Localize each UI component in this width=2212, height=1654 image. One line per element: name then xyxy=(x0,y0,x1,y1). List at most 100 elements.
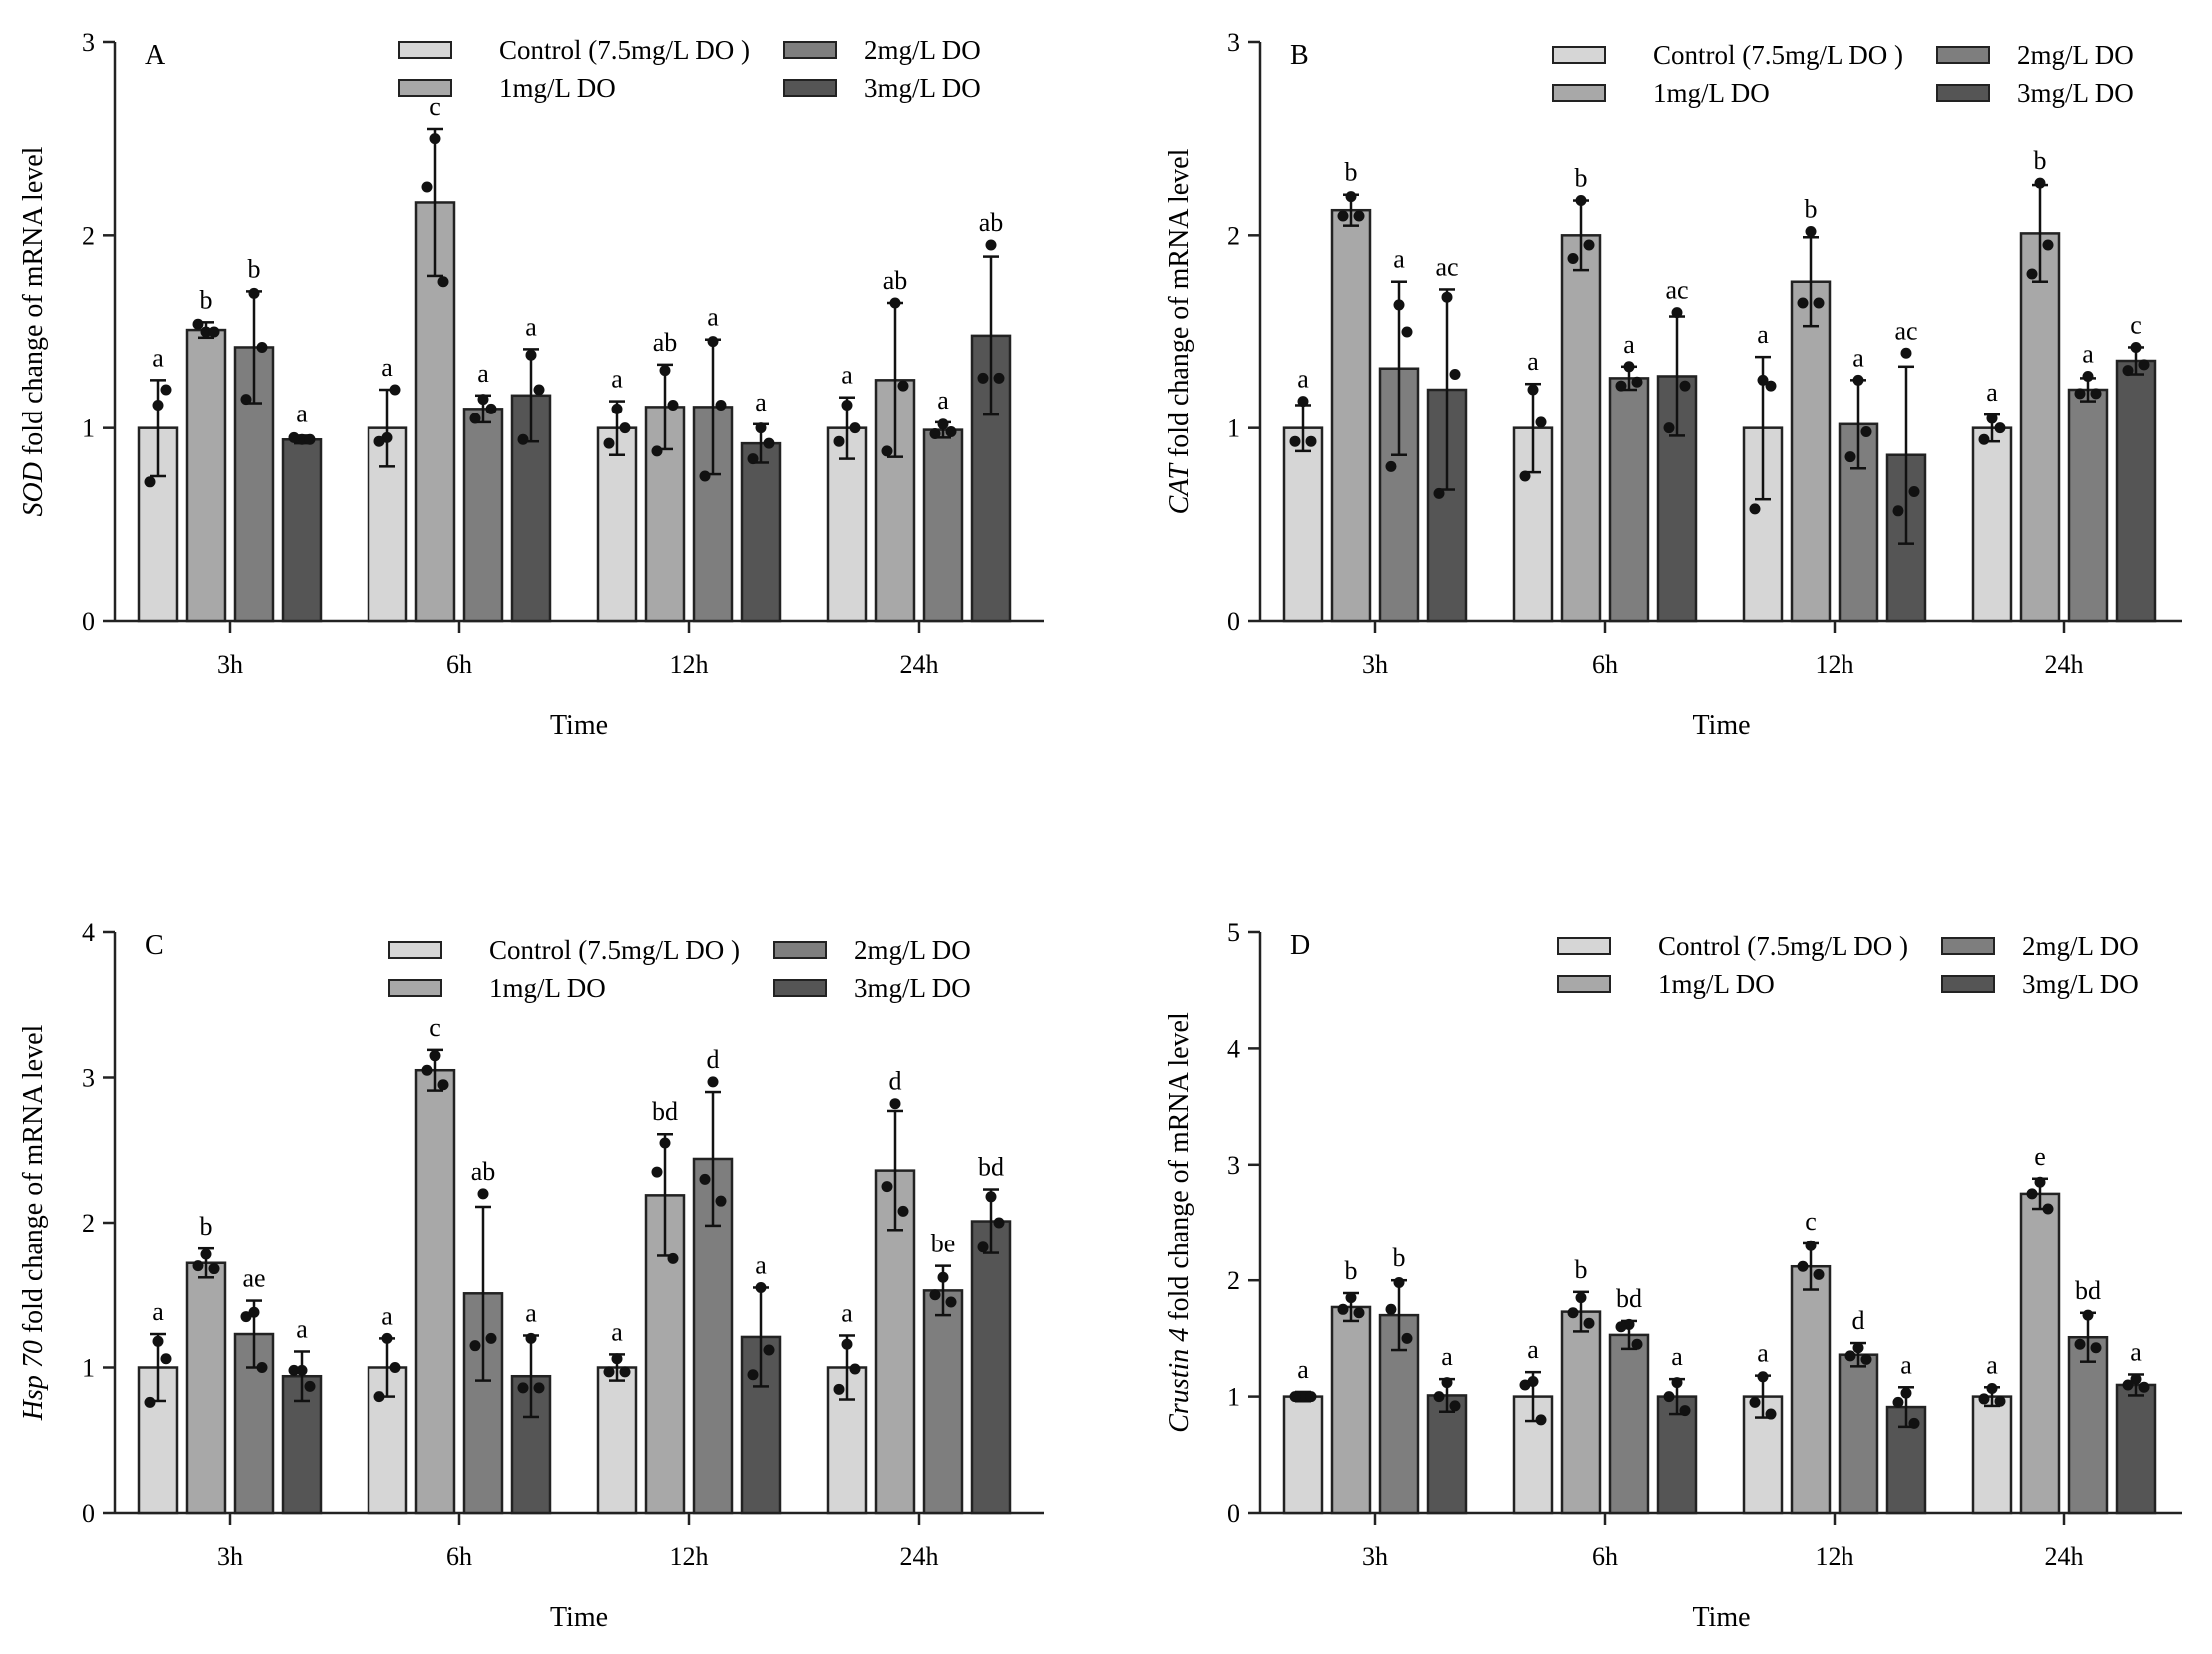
significance-label: ab xyxy=(883,266,908,295)
legend-label: 3mg/L DO xyxy=(2017,78,2134,108)
legend-swatch xyxy=(398,41,452,59)
data-point xyxy=(2122,1379,2134,1391)
y-axis-title: SOD fold change of mRNA level xyxy=(18,146,49,516)
data-point xyxy=(429,1050,441,1062)
data-point xyxy=(1663,422,1675,434)
data-point xyxy=(304,433,316,445)
data-point xyxy=(1305,435,1317,447)
data-point xyxy=(1433,487,1445,499)
data-point xyxy=(1852,374,1864,386)
data-point xyxy=(945,1296,957,1308)
legend-label: Control (7.5mg/L DO ) xyxy=(489,935,740,965)
data-point xyxy=(1535,1414,1547,1426)
data-point xyxy=(288,431,300,443)
bar xyxy=(414,1068,456,1515)
data-point xyxy=(667,399,679,411)
bar xyxy=(922,428,964,623)
data-point xyxy=(2082,370,2094,382)
y-axis-title: Crustin 4 fold change of mRNA level xyxy=(1164,1012,1195,1433)
data-point xyxy=(651,445,663,457)
data-point xyxy=(1297,396,1309,408)
data-point xyxy=(485,1332,497,1344)
data-point xyxy=(389,1362,401,1373)
bar xyxy=(1790,1264,1832,1515)
bar xyxy=(367,1366,408,1515)
data-point xyxy=(2122,365,2134,377)
legend-label: 1mg/L DO xyxy=(1658,969,1775,999)
data-point xyxy=(2026,1188,2038,1200)
significance-label: ae xyxy=(242,1264,265,1293)
legend-swatch xyxy=(1557,975,1611,993)
data-point xyxy=(477,1188,489,1200)
data-point xyxy=(2034,177,2046,189)
y-tick-label: 1 xyxy=(82,414,95,443)
bar xyxy=(2115,1383,2157,1515)
data-point xyxy=(1757,1371,1769,1383)
data-point xyxy=(1679,380,1691,392)
y-tick-label: 0 xyxy=(82,1499,95,1528)
panel-d: 0 1 2 3 4 5 3h 6h 12h 24h Time Crustin 4 fold chang… xyxy=(1164,918,2182,1633)
y-axis-title-rest: fold change of mRNA level xyxy=(1164,1012,1195,1328)
bar xyxy=(1426,1394,1468,1515)
data-point xyxy=(1449,369,1461,381)
x-axis-title: Time xyxy=(1692,710,1750,741)
significance-label: bd xyxy=(652,1097,678,1126)
x-tick-label: 6h xyxy=(446,1542,472,1571)
data-point xyxy=(517,1382,529,1394)
x-tick-label: 24h xyxy=(900,650,939,679)
panel-letter: B xyxy=(1290,40,1309,71)
data-point xyxy=(1583,1317,1595,1329)
data-point xyxy=(1583,239,1595,251)
significance-label: a xyxy=(525,312,537,341)
data-point xyxy=(477,394,489,406)
data-point xyxy=(985,1191,997,1203)
panel-a: 0 1 2 3 3h 6h 12h 24h Time SOD fold change of mRN… xyxy=(18,28,1044,741)
significance-label: a xyxy=(841,1298,853,1327)
data-point xyxy=(1679,1405,1691,1417)
data-point xyxy=(437,1079,449,1091)
data-point xyxy=(849,422,861,434)
data-point xyxy=(1615,1321,1627,1333)
data-point xyxy=(1765,380,1777,392)
data-point xyxy=(1860,426,1872,438)
bar xyxy=(185,1261,227,1515)
legend-swatch xyxy=(1941,937,1995,955)
legend: Control (7.5mg/L DO ) 1mg/L DO 2mg/L DO 3mg… xyxy=(1557,931,2139,999)
data-point xyxy=(937,418,949,430)
data-point xyxy=(1986,413,1998,424)
data-point xyxy=(517,433,529,445)
data-point xyxy=(1749,1396,1761,1408)
data-point xyxy=(1623,361,1635,373)
x-tick-label: 6h xyxy=(446,650,472,679)
bar xyxy=(1971,1395,2013,1515)
data-point xyxy=(1441,1377,1453,1389)
significance-label: b xyxy=(1575,1255,1588,1284)
data-point xyxy=(1813,297,1825,309)
data-point xyxy=(144,476,156,488)
data-point xyxy=(977,372,989,384)
legend: Control (7.5mg/L DO ) 1mg/L DO 2mg/L DO 3mg… xyxy=(1552,40,2134,108)
significance-label: a xyxy=(1297,365,1309,394)
data-point xyxy=(421,181,433,193)
data-point xyxy=(2082,1309,2094,1321)
legend-label: 1mg/L DO xyxy=(1653,78,1770,108)
bar xyxy=(1330,1305,1372,1515)
data-point xyxy=(296,1364,308,1376)
data-point xyxy=(2042,1203,2054,1215)
legend-label: 3mg/L DO xyxy=(864,73,981,103)
data-point xyxy=(421,1064,433,1076)
y-axis-title-rest: fold change of mRNA level xyxy=(1164,148,1195,464)
x-tick-label: 12h xyxy=(1816,650,1854,679)
data-point xyxy=(755,1281,767,1293)
legend-swatch xyxy=(1941,975,1995,993)
legend-swatch xyxy=(388,941,442,959)
data-point xyxy=(1433,1391,1445,1403)
x-tick-label: 3h xyxy=(217,650,243,679)
data-point xyxy=(1519,470,1531,482)
bar xyxy=(2067,1335,2109,1515)
data-point xyxy=(1401,1332,1413,1344)
significance-label: a xyxy=(1441,1342,1453,1371)
data-point xyxy=(256,1362,268,1373)
bar xyxy=(644,406,686,623)
data-point xyxy=(1900,347,1912,359)
